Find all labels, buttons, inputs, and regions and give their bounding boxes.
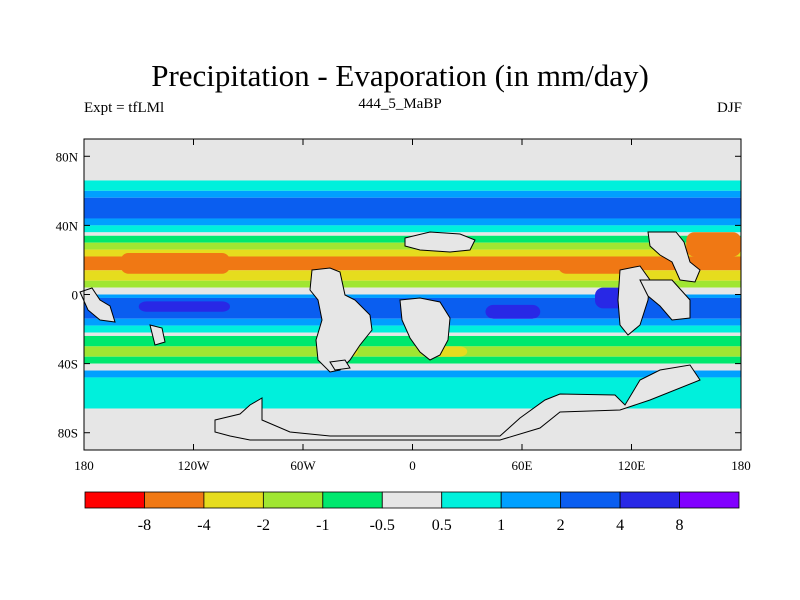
pe-band-0 xyxy=(84,139,741,181)
pe-patch-0 xyxy=(120,253,230,274)
pe-patch-5 xyxy=(485,304,541,319)
lon-tick-label-4: 60E xyxy=(512,458,533,473)
lat-tick-label-0: 80N xyxy=(56,149,79,164)
longitude-axis: 180 120W 60W 0 60E 120E 180 xyxy=(74,139,751,473)
pe-band-13 xyxy=(84,287,741,295)
map-area xyxy=(84,139,741,450)
colorbar-label-9: 8 xyxy=(676,517,684,534)
pe-band-23 xyxy=(84,370,741,378)
lon-tick-label-0: 180 xyxy=(74,458,94,473)
season-label: DJF xyxy=(716,100,742,116)
colorbar-swatch-4 xyxy=(322,491,383,509)
pe-band-14 xyxy=(84,294,741,298)
colorbar-label-4: -0.5 xyxy=(370,517,395,534)
colorbar-swatch-6 xyxy=(441,491,502,509)
indonesia-outline xyxy=(639,279,691,321)
colorbar-swatch-2 xyxy=(203,491,264,509)
colorbar: -8 -4 -2 -1 -0.5 0.5 1 2 4 8 xyxy=(84,491,740,534)
lat-tick-label-1: 40N xyxy=(56,218,79,233)
colorbar-label-1: -4 xyxy=(197,517,210,534)
colorbar-swatch-1 xyxy=(144,491,205,509)
colorbar-label-3: -1 xyxy=(316,517,329,534)
colorbar-label-8: 4 xyxy=(616,517,624,534)
pe-band-11 xyxy=(84,270,741,281)
africa-outline xyxy=(399,297,451,361)
pe-band-2 xyxy=(84,190,741,198)
colorbar-swatch-8 xyxy=(560,491,621,509)
pe-band-12 xyxy=(84,280,741,288)
pe-band-22 xyxy=(84,363,741,371)
lat-tick-label-3: 40S xyxy=(58,357,78,372)
pe-patch-1 xyxy=(339,256,413,267)
southern-tip-outline xyxy=(329,359,351,371)
colorbar-label-2: -2 xyxy=(257,517,270,534)
pe-band-20 xyxy=(84,346,741,357)
south-america-outline xyxy=(309,267,373,373)
colorbar-label-0: -8 xyxy=(138,517,151,534)
pe-band-6 xyxy=(84,232,741,236)
lon-tick-label-3: 0 xyxy=(409,458,416,473)
asia-coast-outline xyxy=(647,231,701,283)
pe-band-1 xyxy=(84,180,741,191)
colorbar-label-6: 1 xyxy=(497,517,505,534)
lat-tick-label-2: 0 xyxy=(72,288,79,303)
colorbar-swatch-10 xyxy=(679,491,740,509)
colorbar-swatch-7 xyxy=(500,491,562,509)
north-africa-outline xyxy=(404,231,476,253)
period-label: 444_5_MaBP xyxy=(358,96,442,112)
latitude-axis: 80N 40N 0 40S 80S xyxy=(56,149,741,441)
colorbar-swatch-0 xyxy=(84,491,145,509)
lon-tick-label-5: 120E xyxy=(618,458,646,473)
lon-tick-label-1: 120W xyxy=(178,458,211,473)
lat-tick-label-4: 80S xyxy=(58,426,78,441)
central-america-outline xyxy=(79,287,116,323)
continent-outlines xyxy=(79,231,701,441)
pe-band-5 xyxy=(84,225,741,233)
colorbar-swatch-3 xyxy=(262,491,324,509)
pe-band-9 xyxy=(84,249,741,257)
lon-tick-label-2: 60W xyxy=(290,458,316,473)
pe-patch-2 xyxy=(558,259,632,274)
colorbar-label-5: 0.5 xyxy=(432,517,452,534)
colorbar-swatch-9 xyxy=(619,491,680,509)
pe-band-3 xyxy=(84,197,741,219)
pe-patch-3 xyxy=(686,232,741,257)
pe-patch-4 xyxy=(138,301,230,312)
experiment-label: Expt = tfLMl xyxy=(84,100,165,116)
antarctica-outline xyxy=(214,364,701,441)
new-zealand-outline xyxy=(149,324,166,346)
pe-band-21 xyxy=(84,356,741,364)
pe-band-25 xyxy=(84,408,741,450)
map-title: Precipitation - Evaporation (in mm/day) xyxy=(151,58,649,93)
colorbar-swatch-5 xyxy=(381,491,443,509)
lon-tick-label-6: 180 xyxy=(731,458,751,473)
colorbar-label-7: 2 xyxy=(557,517,565,534)
pe-band-4 xyxy=(84,218,741,226)
